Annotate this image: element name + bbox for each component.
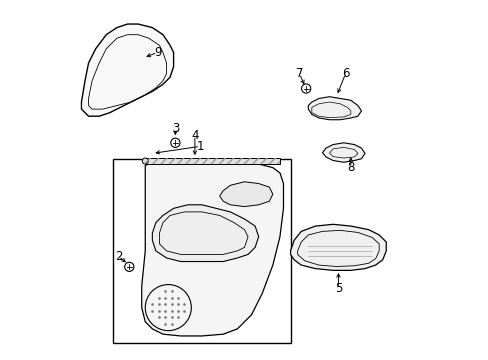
Polygon shape <box>152 205 258 261</box>
Polygon shape <box>142 159 283 336</box>
Text: 1: 1 <box>196 140 203 153</box>
Polygon shape <box>219 182 272 207</box>
Bar <box>113 159 290 343</box>
Text: 5: 5 <box>334 282 342 294</box>
Text: 8: 8 <box>346 161 354 174</box>
Text: 7: 7 <box>295 67 303 80</box>
Text: 6: 6 <box>341 67 348 80</box>
Text: 2: 2 <box>115 250 122 263</box>
Bar <box>145 158 279 164</box>
Bar <box>145 158 279 164</box>
Text: 4: 4 <box>191 129 198 142</box>
Polygon shape <box>290 224 386 270</box>
Text: 9: 9 <box>154 46 161 59</box>
Polygon shape <box>307 97 361 120</box>
Text: 3: 3 <box>171 122 179 135</box>
Polygon shape <box>322 143 364 162</box>
Polygon shape <box>81 24 173 116</box>
Circle shape <box>142 158 148 164</box>
